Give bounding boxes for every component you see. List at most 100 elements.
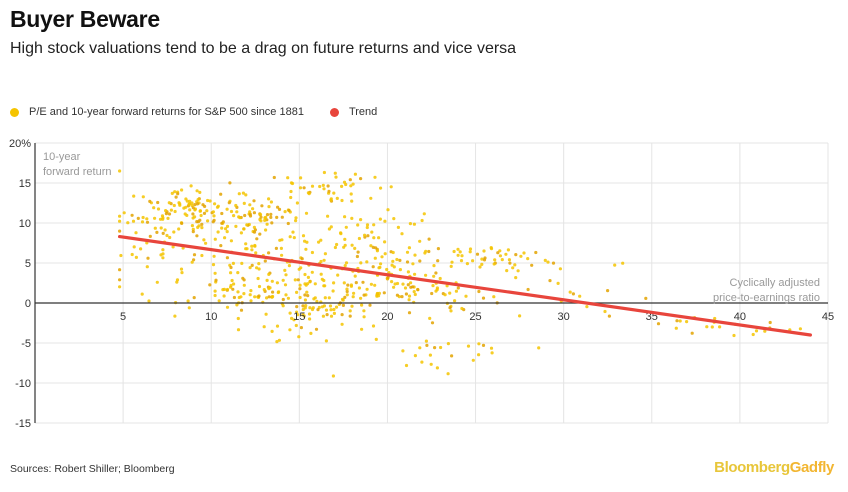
scatter-point — [287, 208, 291, 213]
scatter-point — [298, 295, 302, 300]
scatter-point — [184, 205, 188, 209]
scatter-point — [286, 296, 290, 300]
scatter-point — [366, 234, 370, 238]
scatter-point — [236, 316, 240, 321]
scatter-point — [427, 249, 431, 254]
scatter-point — [242, 283, 246, 287]
scatter-point — [192, 296, 196, 300]
scatter-point — [407, 298, 411, 302]
x-tick-label: 45 — [822, 311, 834, 323]
scatter-point — [718, 325, 722, 329]
scatter-point — [413, 292, 417, 297]
scatter-point — [211, 220, 215, 224]
scatter-point — [377, 291, 381, 295]
scatter-point — [346, 283, 350, 287]
scatter-point — [197, 224, 201, 228]
scatter-point — [156, 207, 161, 211]
scatter-point — [348, 314, 352, 318]
scatter-point — [177, 227, 181, 231]
scatter-point — [238, 216, 242, 220]
scatter-point — [239, 295, 243, 299]
scatter-point — [353, 274, 357, 278]
scatter-point — [303, 298, 307, 302]
scatter-point — [508, 261, 512, 265]
scatter-point — [425, 343, 429, 347]
scatter-point — [242, 201, 246, 205]
brand-logo: BloombergGadfly — [714, 459, 834, 476]
scatter-point — [118, 214, 122, 218]
scatter-point — [119, 253, 123, 258]
scatter-point — [271, 290, 275, 294]
scatter-point — [301, 304, 305, 308]
scatter-point — [334, 175, 338, 179]
scatter-point — [674, 326, 678, 330]
scatter-point — [371, 265, 375, 269]
scatter-point — [213, 289, 217, 293]
scatter-point — [568, 290, 572, 294]
scatter-point — [433, 346, 437, 350]
scatter-point — [344, 261, 349, 265]
scatter-point — [265, 278, 269, 282]
scatter-point — [253, 228, 257, 232]
scatter-point — [222, 294, 226, 298]
scatter-point — [260, 204, 264, 208]
scatter-point — [211, 263, 216, 267]
scatter-point — [400, 295, 404, 299]
scatter-point — [163, 228, 167, 232]
scatter-point — [396, 225, 400, 229]
scatter-point — [339, 232, 343, 236]
scatter-point — [153, 216, 157, 220]
scatter-point — [369, 282, 373, 286]
scatter-point — [161, 252, 165, 256]
scatter-point — [409, 281, 413, 285]
scatter-point — [489, 346, 494, 350]
scatter-point — [248, 293, 252, 297]
scatter-point — [371, 245, 375, 249]
scatter-point — [118, 229, 122, 233]
scatter-point — [118, 285, 122, 289]
scatter-point — [407, 246, 411, 250]
scatter-point — [159, 226, 163, 230]
scatter-point — [237, 192, 241, 196]
scatter-point — [249, 299, 253, 303]
scatter-point — [436, 247, 440, 251]
scatter-point — [404, 363, 409, 368]
scatter-point — [365, 223, 370, 227]
scatter-point — [180, 188, 184, 192]
scatter-point — [141, 195, 145, 199]
scatter-point — [481, 296, 486, 300]
scatter-point — [224, 227, 228, 231]
scatter-point — [291, 230, 295, 234]
scatter-point — [270, 221, 274, 225]
scatter-point — [323, 296, 327, 300]
scatter-point — [257, 294, 261, 298]
scatter-point — [296, 313, 300, 317]
scatter-point — [378, 217, 382, 221]
x-tick-label: 15 — [293, 311, 305, 323]
scatter-point — [458, 250, 462, 254]
scatter-point — [345, 293, 349, 297]
scatter-point — [242, 292, 246, 296]
scatter-point — [296, 278, 300, 282]
scatter-point — [219, 192, 223, 196]
scatter-point — [303, 239, 307, 243]
scatter-point — [393, 282, 397, 286]
scatter-point — [309, 331, 313, 335]
scatter-point — [492, 262, 496, 266]
scatter-point — [424, 339, 428, 343]
scatter-point — [168, 235, 172, 240]
legend-scatter-swatch — [10, 107, 19, 117]
scatter-point — [258, 232, 262, 236]
scatter-point — [274, 246, 278, 250]
y-tick-label: -5 — [21, 338, 31, 350]
brand-part1: Bloomberg — [714, 459, 790, 476]
scatter-point — [277, 207, 282, 211]
scatter-point — [413, 354, 417, 358]
scatter-point — [145, 220, 150, 224]
scatter-point — [446, 342, 450, 346]
scatter-point — [171, 245, 175, 249]
scatter-point — [332, 307, 336, 312]
scatter-point — [432, 264, 436, 268]
scatter-point — [268, 286, 272, 290]
scatter-point — [344, 225, 348, 229]
